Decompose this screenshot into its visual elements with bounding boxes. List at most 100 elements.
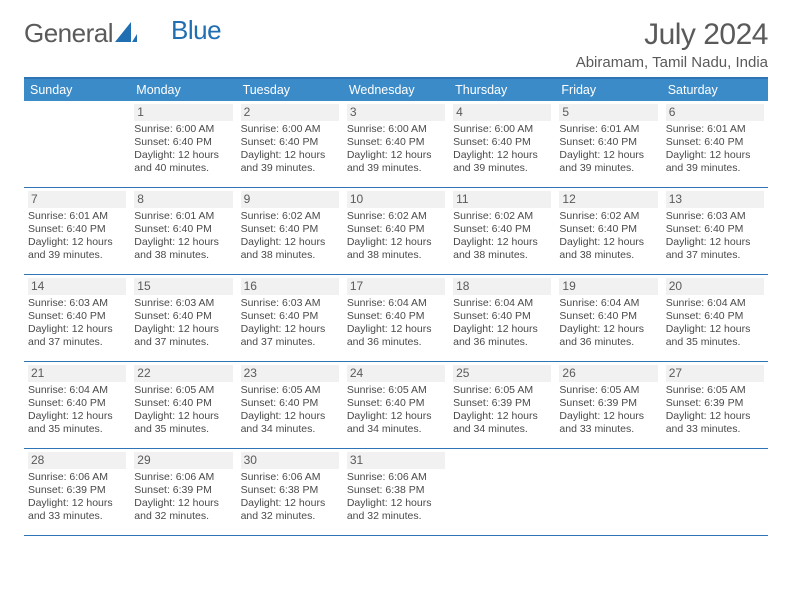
- day-cell: 11Sunrise: 6:02 AMSunset: 6:40 PMDayligh…: [449, 188, 555, 274]
- day-number: 10: [347, 191, 445, 208]
- sunrise-text: Sunrise: 6:06 AM: [134, 471, 232, 484]
- daylight-text: and 32 minutes.: [134, 510, 232, 523]
- daylight-text: Daylight: 12 hours: [666, 149, 764, 162]
- day-cell: 19Sunrise: 6:04 AMSunset: 6:40 PMDayligh…: [555, 275, 661, 361]
- sunset-text: Sunset: 6:40 PM: [28, 223, 126, 236]
- daylight-text: Daylight: 12 hours: [28, 236, 126, 249]
- day-header: Monday: [130, 79, 236, 101]
- sunset-text: Sunset: 6:40 PM: [28, 310, 126, 323]
- sunrise-text: Sunrise: 6:06 AM: [28, 471, 126, 484]
- sail-icon: [115, 18, 137, 49]
- sunset-text: Sunset: 6:40 PM: [347, 223, 445, 236]
- sunrise-text: Sunrise: 6:06 AM: [347, 471, 445, 484]
- daylight-text: Daylight: 12 hours: [559, 149, 657, 162]
- sunrise-text: Sunrise: 6:00 AM: [453, 123, 551, 136]
- daylight-text: and 36 minutes.: [559, 336, 657, 349]
- sunrise-text: Sunrise: 6:02 AM: [559, 210, 657, 223]
- daylight-text: Daylight: 12 hours: [134, 497, 232, 510]
- day-header: Sunday: [24, 79, 130, 101]
- day-number: 27: [666, 365, 764, 382]
- sunrise-text: Sunrise: 6:04 AM: [347, 297, 445, 310]
- sunset-text: Sunset: 6:39 PM: [666, 397, 764, 410]
- day-number: 29: [134, 452, 232, 469]
- day-number: 25: [453, 365, 551, 382]
- daylight-text: and 33 minutes.: [666, 423, 764, 436]
- daylight-text: Daylight: 12 hours: [347, 497, 445, 510]
- sunrise-text: Sunrise: 6:01 AM: [134, 210, 232, 223]
- sunrise-text: Sunrise: 6:05 AM: [347, 384, 445, 397]
- sunset-text: Sunset: 6:40 PM: [347, 397, 445, 410]
- daylight-text: and 37 minutes.: [134, 336, 232, 349]
- sunset-text: Sunset: 6:40 PM: [666, 136, 764, 149]
- daylight-text: and 38 minutes.: [453, 249, 551, 262]
- day-number: 28: [28, 452, 126, 469]
- day-cell: 26Sunrise: 6:05 AMSunset: 6:39 PMDayligh…: [555, 362, 661, 448]
- sunrise-text: Sunrise: 6:05 AM: [241, 384, 339, 397]
- day-cell: 17 Sunrise: 6:04 AMSunset: 6:40 PMDayligh…: [343, 275, 449, 361]
- daylight-text: and 39 minutes.: [559, 162, 657, 175]
- day-cell: 4Sunrise: 6:00 AMSunset: 6:40 PMDaylight…: [449, 101, 555, 187]
- day-cell: .: [662, 449, 768, 535]
- daylight-text: and 35 minutes.: [666, 336, 764, 349]
- daylight-text: and 39 minutes.: [453, 162, 551, 175]
- day-number: 17: [347, 278, 445, 295]
- day-cell: 8Sunrise: 6:01 AMSunset: 6:40 PMDaylight…: [130, 188, 236, 274]
- day-cell: 21Sunrise: 6:04 AMSunset: 6:40 PMDayligh…: [24, 362, 130, 448]
- sunrise-text: Sunrise: 6:01 AM: [559, 123, 657, 136]
- day-number: 19: [559, 278, 657, 295]
- day-header: Friday: [555, 79, 661, 101]
- day-number: 9: [241, 191, 339, 208]
- sunset-text: Sunset: 6:40 PM: [453, 223, 551, 236]
- daylight-text: and 35 minutes.: [28, 423, 126, 436]
- day-cell: 25Sunrise: 6:05 AMSunset: 6:39 PMDayligh…: [449, 362, 555, 448]
- day-cell: .: [449, 449, 555, 535]
- daylight-text: and 36 minutes.: [453, 336, 551, 349]
- daylight-text: Daylight: 12 hours: [559, 410, 657, 423]
- sunset-text: Sunset: 6:40 PM: [559, 310, 657, 323]
- daylight-text: Daylight: 12 hours: [347, 236, 445, 249]
- day-cell: 2Sunrise: 6:00 AMSunset: 6:40 PMDaylight…: [237, 101, 343, 187]
- day-cell: .: [24, 101, 130, 187]
- day-cell: 13Sunrise: 6:03 AMSunset: 6:40 PMDayligh…: [662, 188, 768, 274]
- daylight-text: and 39 minutes.: [241, 162, 339, 175]
- sunset-text: Sunset: 6:39 PM: [453, 397, 551, 410]
- daylight-text: and 37 minutes.: [28, 336, 126, 349]
- daylight-text: Daylight: 12 hours: [347, 323, 445, 336]
- sunset-text: Sunset: 6:40 PM: [134, 223, 232, 236]
- sunset-text: Sunset: 6:40 PM: [347, 136, 445, 149]
- daylight-text: and 37 minutes.: [241, 336, 339, 349]
- daylight-text: and 38 minutes.: [134, 249, 232, 262]
- sunset-text: Sunset: 6:40 PM: [559, 136, 657, 149]
- day-cell: 1Sunrise: 6:00 AMSunset: 6:40 PMDaylight…: [130, 101, 236, 187]
- daylight-text: Daylight: 12 hours: [453, 323, 551, 336]
- daylight-text: and 36 minutes.: [347, 336, 445, 349]
- sunset-text: Sunset: 6:40 PM: [453, 136, 551, 149]
- day-number: 20: [666, 278, 764, 295]
- day-cell: 23Sunrise: 6:05 AMSunset: 6:40 PMDayligh…: [237, 362, 343, 448]
- day-cell: 22Sunrise: 6:05 AMSunset: 6:40 PMDayligh…: [130, 362, 236, 448]
- sunset-text: Sunset: 6:40 PM: [241, 223, 339, 236]
- daylight-text: Daylight: 12 hours: [453, 236, 551, 249]
- day-cell: 6Sunrise: 6:01 AMSunset: 6:40 PMDaylight…: [662, 101, 768, 187]
- sunset-text: Sunset: 6:40 PM: [241, 310, 339, 323]
- day-cell: 24Sunrise: 6:05 AMSunset: 6:40 PMDayligh…: [343, 362, 449, 448]
- daylight-text: Daylight: 12 hours: [134, 410, 232, 423]
- sunset-text: Sunset: 6:40 PM: [559, 223, 657, 236]
- day-header: Tuesday: [237, 79, 343, 101]
- sunrise-text: Sunrise: 6:04 AM: [666, 297, 764, 310]
- daylight-text: and 32 minutes.: [241, 510, 339, 523]
- day-number: 5: [559, 104, 657, 121]
- day-number: 12: [559, 191, 657, 208]
- sunset-text: Sunset: 6:40 PM: [134, 310, 232, 323]
- daylight-text: and 39 minutes.: [666, 162, 764, 175]
- day-cell: 28Sunrise: 6:06 AMSunset: 6:39 PMDayligh…: [24, 449, 130, 535]
- day-number: 3: [347, 104, 445, 121]
- daylight-text: and 33 minutes.: [559, 423, 657, 436]
- day-cell: 16Sunrise: 6:03 AMSunset: 6:40 PMDayligh…: [237, 275, 343, 361]
- daylight-text: and 34 minutes.: [453, 423, 551, 436]
- sunset-text: Sunset: 6:40 PM: [347, 310, 445, 323]
- sunset-text: Sunset: 6:38 PM: [347, 484, 445, 497]
- sunset-text: Sunset: 6:40 PM: [28, 397, 126, 410]
- title-block: July 2024 Abiramam, Tamil Nadu, India: [576, 18, 768, 71]
- daylight-text: Daylight: 12 hours: [453, 149, 551, 162]
